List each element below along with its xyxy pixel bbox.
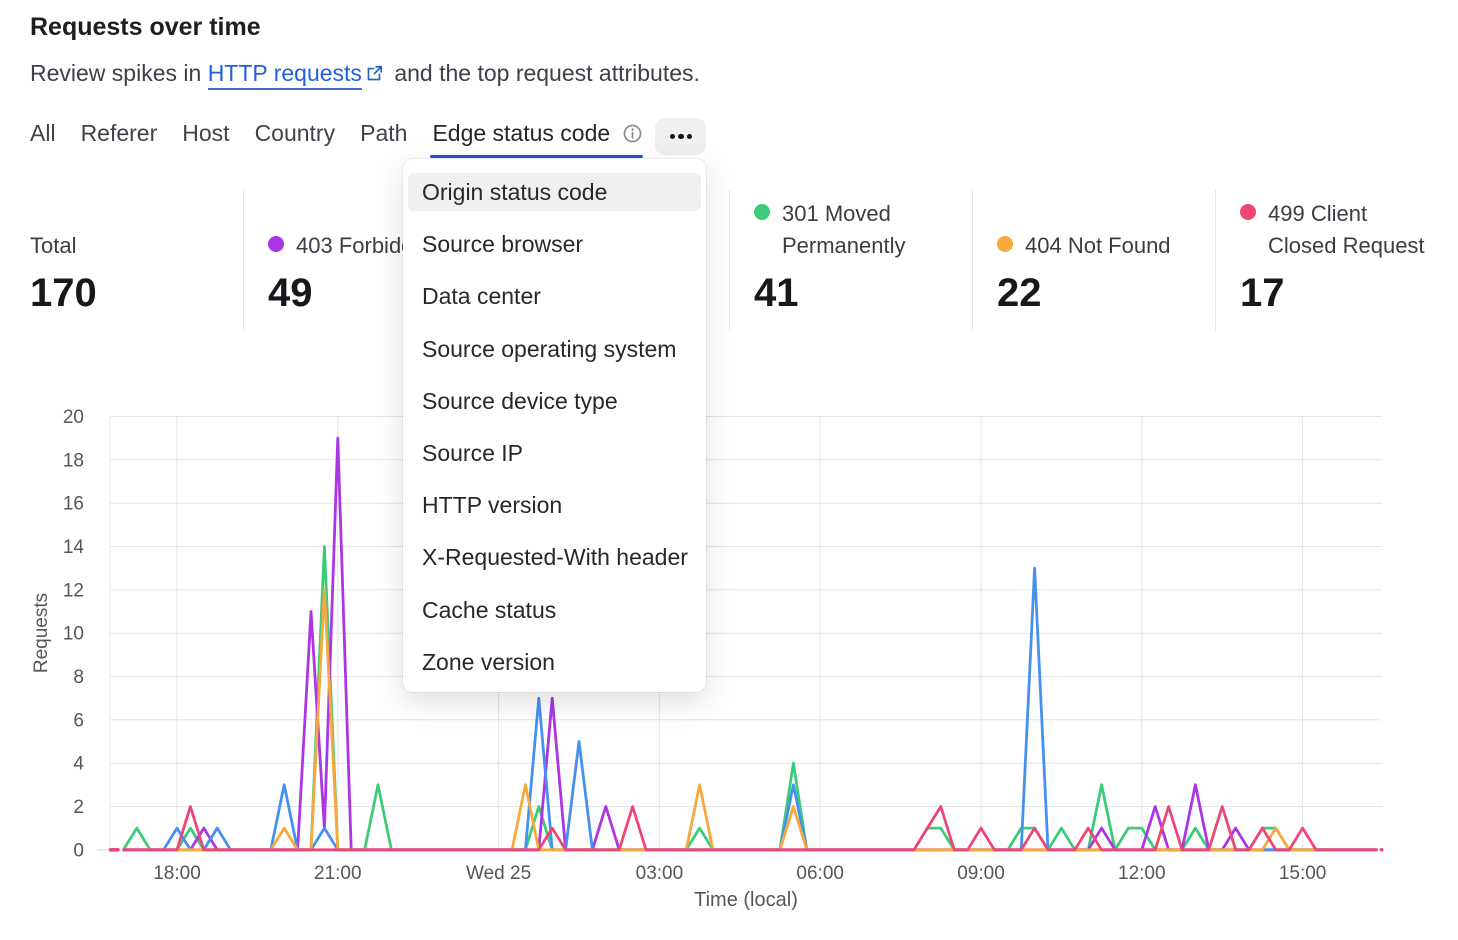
svg-text:0: 0: [73, 840, 84, 861]
svg-text:09:00: 09:00: [957, 863, 1005, 884]
svg-text:18: 18: [63, 450, 84, 471]
svg-text:20: 20: [63, 407, 84, 428]
svg-text:8: 8: [73, 667, 84, 688]
svg-text:2: 2: [73, 797, 84, 818]
svg-text:21:00: 21:00: [314, 863, 362, 884]
svg-text:Wed 25: Wed 25: [466, 863, 531, 884]
svg-text:10: 10: [63, 624, 84, 645]
svg-text:16: 16: [63, 494, 84, 515]
svg-text:18:00: 18:00: [153, 863, 201, 884]
svg-text:12:00: 12:00: [1118, 863, 1166, 884]
svg-text:14: 14: [63, 537, 85, 558]
svg-text:Requests: Requests: [31, 593, 52, 673]
svg-text:15:00: 15:00: [1279, 863, 1327, 884]
svg-text:12: 12: [63, 580, 84, 601]
svg-text:4: 4: [73, 754, 84, 775]
svg-text:06:00: 06:00: [796, 863, 844, 884]
svg-text:03:00: 03:00: [636, 863, 684, 884]
svg-text:Time (local): Time (local): [694, 889, 798, 911]
svg-text:6: 6: [73, 710, 84, 731]
